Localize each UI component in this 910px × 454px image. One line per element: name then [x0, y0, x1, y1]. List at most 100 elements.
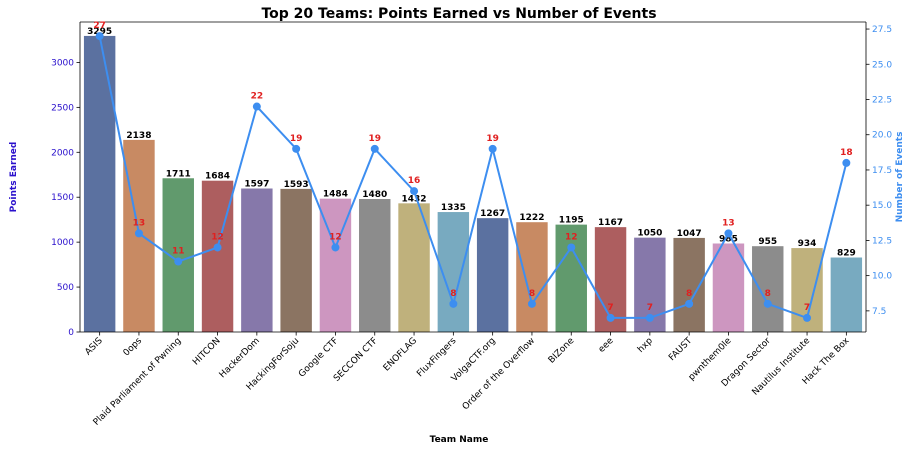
bar-value-label: 1593: [284, 180, 309, 190]
secondary-y-tick-label: 22.5: [872, 96, 892, 106]
bar-value-label: 934: [798, 239, 817, 249]
secondary-y-tick-label: 20.0: [872, 131, 892, 141]
bar: [476, 218, 509, 332]
events-value-label: 19: [290, 134, 303, 144]
secondary-y-axis-label: Number of Events: [895, 132, 905, 223]
secondary-y-tick-label: 12.5: [872, 236, 892, 246]
y-tick-label: 1000: [51, 238, 74, 248]
secondary-y-tick-label: 10.0: [872, 272, 892, 282]
events-point: [174, 257, 183, 266]
bar: [280, 188, 312, 332]
x-tick-label: ENOFLAG: [382, 336, 419, 373]
bar: [752, 246, 784, 332]
events-value-label: 8: [686, 289, 692, 299]
events-value-label: 7: [607, 303, 613, 313]
bar: [398, 203, 430, 332]
bar-value-label: 1684: [205, 172, 230, 182]
bar-value-label: 829: [837, 249, 856, 259]
events-point: [488, 144, 497, 153]
events-point: [763, 299, 772, 308]
bar-value-label: 3295: [87, 27, 112, 37]
events-value-label: 12: [211, 232, 224, 242]
events-value-label: 22: [251, 92, 264, 102]
bar: [830, 257, 863, 332]
chart-title: Top 20 Teams: Points Earned vs Number of…: [261, 6, 656, 22]
bar-value-label: 985: [719, 234, 738, 244]
bar-value-label: 1597: [244, 180, 269, 190]
events-point: [410, 187, 419, 196]
events-value-label: 16: [408, 176, 421, 186]
bar: [201, 180, 234, 332]
bar-value-label: 1267: [480, 209, 505, 219]
events-point: [331, 243, 340, 252]
secondary-y-tick-label: 17.5: [872, 166, 892, 176]
secondary-y-tick-label: 15.0: [872, 201, 892, 211]
events-point: [645, 313, 654, 322]
y-tick-label: 2000: [51, 148, 74, 158]
x-tick-label: Plaid Parliament of Pwning: [92, 336, 184, 428]
events-value-label: 11: [172, 247, 185, 257]
bar-value-label: 955: [758, 237, 777, 247]
bar: [555, 224, 587, 332]
events-value-label: 8: [529, 289, 535, 299]
x-tick-label: BIZone: [547, 336, 577, 366]
events-value-label: 7: [804, 303, 810, 313]
bar-value-label: 1195: [559, 216, 584, 226]
x-axis-label: Team Name: [430, 435, 489, 445]
bar-value-label: 1335: [441, 203, 466, 213]
secondary-y-tick-label: 27.5: [872, 25, 892, 35]
y-tick-label: 500: [57, 283, 74, 293]
events-value-label: 19: [486, 134, 499, 144]
events-point: [567, 243, 576, 252]
x-tick-label: Google CTF: [297, 336, 341, 380]
events-point: [527, 299, 536, 308]
x-tick-label: HITCON: [191, 336, 222, 367]
y-tick-label: 1500: [51, 193, 74, 203]
events-point: [606, 313, 615, 322]
events-point: [724, 229, 733, 238]
events-point: [213, 243, 222, 252]
bar: [359, 199, 391, 332]
secondary-y-tick-label: 25.0: [872, 60, 892, 70]
events-point: [685, 299, 694, 308]
events-value-label: 8: [765, 289, 771, 299]
bar-value-label: 1711: [166, 169, 191, 179]
bar-value-label: 1050: [637, 229, 662, 239]
events-value-label: 19: [368, 134, 381, 144]
bar: [83, 35, 116, 332]
events-point: [252, 102, 261, 111]
x-tick-label: FluxFingers: [415, 336, 458, 379]
events-value-label: 27: [93, 21, 106, 31]
bar: [516, 222, 548, 332]
bar-value-label: 1222: [519, 213, 544, 223]
x-tick-label: hxp: [636, 336, 655, 355]
events-value-label: 18: [840, 148, 853, 158]
events-point: [370, 144, 379, 153]
y-tick-label: 3000: [51, 58, 74, 68]
events-point: [134, 229, 143, 238]
bar-value-label: 1480: [362, 190, 387, 200]
events-point: [292, 144, 301, 153]
events-line: [98, 35, 848, 320]
events-point: [449, 299, 458, 308]
events-point: [95, 32, 104, 41]
events-value-label: 8: [450, 289, 456, 299]
events-point: [803, 313, 812, 322]
events-value-label: 13: [722, 218, 735, 228]
bar-value-label: 1167: [598, 218, 623, 228]
y-axis-label: Points Earned: [9, 142, 19, 213]
y-tick-label: 0: [68, 328, 74, 338]
y-tick-label: 2500: [51, 103, 74, 113]
events-point: [842, 158, 851, 167]
bar: [241, 188, 273, 332]
bar-value-label: 1432: [402, 194, 427, 204]
x-tick-label: 0ops: [122, 336, 145, 359]
bar-value-label: 1047: [677, 229, 702, 239]
events-value-label: 12: [565, 232, 578, 242]
events-value-label: 7: [647, 303, 653, 313]
events-value-label: 13: [133, 218, 146, 228]
bar-value-label: 1484: [323, 190, 348, 200]
bar-value-label: 2138: [126, 131, 151, 141]
